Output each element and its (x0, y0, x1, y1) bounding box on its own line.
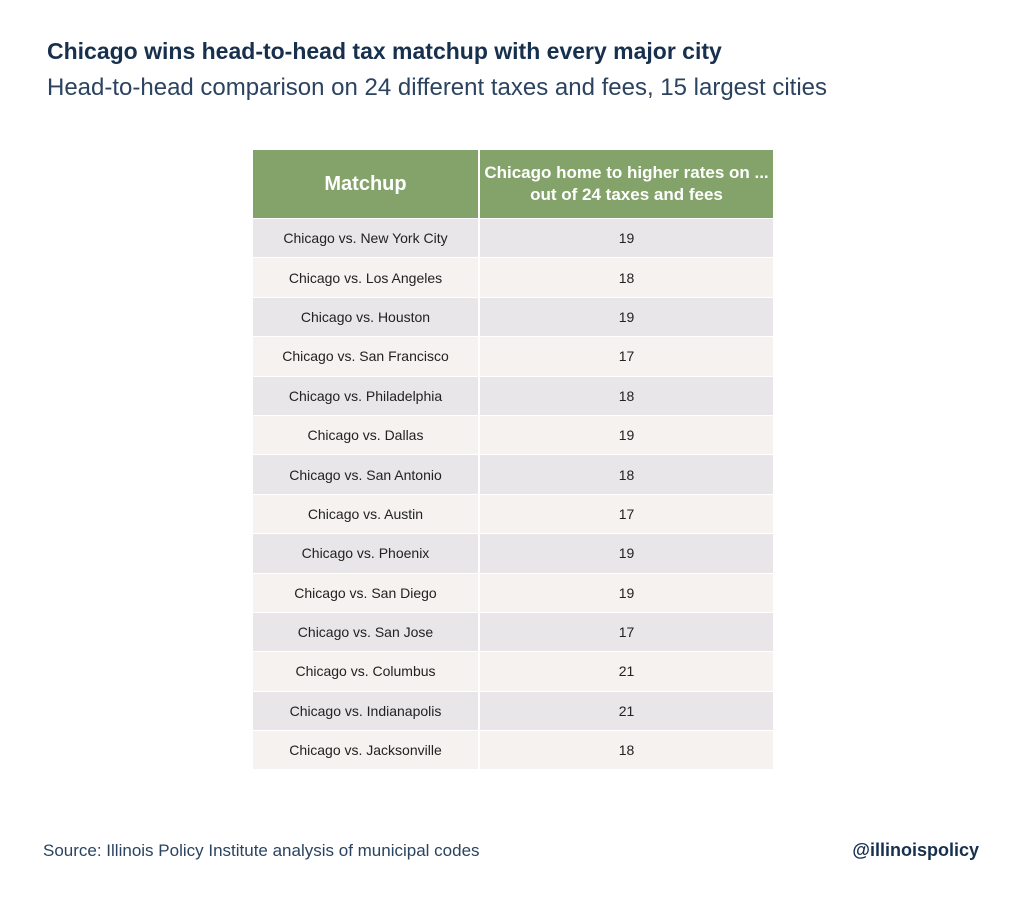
table-row: Chicago vs. Indianapolis 21 (253, 690, 773, 731)
cell-count: 18 (479, 257, 773, 298)
cell-count: 21 (479, 690, 773, 731)
table-row: Chicago vs. San Diego 19 (253, 572, 773, 613)
cell-count: 19 (479, 414, 773, 455)
cell-count: 17 (479, 611, 773, 652)
cell-matchup: Chicago vs. Jacksonville (253, 730, 480, 770)
cell-matchup: Chicago vs. Philadelphia (253, 375, 480, 416)
table-row: Chicago vs. Dallas 19 (253, 414, 773, 455)
cell-matchup: Chicago vs. San Diego (253, 572, 480, 613)
table-row: Chicago vs. Columbus 21 (253, 651, 773, 692)
chart-subtitle: Head-to-head comparison on 24 different … (47, 74, 828, 101)
table-row: Chicago vs. San Antonio 18 (253, 454, 773, 495)
table-body: Chicago vs. New York City 19 Chicago vs. L… (253, 217, 773, 770)
cell-count: 18 (479, 375, 773, 416)
matchup-table: Matchup Chicago home to higher rates on … (253, 150, 773, 770)
header-row: Matchup Chicago home to higher rates on … (253, 150, 773, 219)
cell-matchup: Chicago vs. Columbus (253, 651, 480, 692)
cell-matchup: Chicago vs. Austin (253, 493, 480, 534)
cell-count: 19 (479, 296, 773, 337)
column-header-matchup: Matchup (253, 150, 480, 219)
chart-title: Chicago wins head-to-head tax matchup wi… (47, 38, 722, 64)
cell-matchup: Chicago vs. Indianapolis (253, 690, 480, 731)
cell-count: 17 (479, 493, 773, 534)
table-row: Chicago vs. Austin 17 (253, 493, 773, 534)
cell-matchup: Chicago vs. New York City (253, 217, 480, 258)
cell-matchup: Chicago vs. Houston (253, 296, 480, 337)
cell-matchup: Chicago vs. Dallas (253, 414, 480, 455)
table-row: Chicago vs. Philadelphia 18 (253, 375, 773, 416)
cell-count: 19 (479, 572, 773, 613)
cell-matchup: Chicago vs. Phoenix (253, 533, 480, 574)
cell-count: 18 (479, 454, 773, 495)
table-row: Chicago vs. Los Angeles 18 (253, 257, 773, 298)
cell-matchup: Chicago vs. San Antonio (253, 454, 480, 495)
cell-count: 19 (479, 217, 773, 258)
column-header-count: Chicago home to higher rates on ... out … (479, 150, 773, 219)
table-row: Chicago vs. San Francisco 17 (253, 336, 773, 377)
table-row: Chicago vs. Houston 19 (253, 296, 773, 337)
cell-matchup: Chicago vs. San Francisco (253, 336, 480, 377)
table-row: Chicago vs. Phoenix 19 (253, 533, 773, 574)
table-row: Chicago vs. Jacksonville 18 (253, 730, 773, 770)
source-note: Source: Illinois Policy Institute analys… (43, 841, 480, 860)
table-row: Chicago vs. San Jose 17 (253, 611, 773, 652)
cell-count: 19 (479, 533, 773, 574)
cell-matchup: Chicago vs. San Jose (253, 611, 480, 652)
cell-count: 18 (479, 730, 773, 770)
table-row: Chicago vs. New York City 19 (253, 217, 773, 258)
cell-count: 17 (479, 336, 773, 377)
cell-matchup: Chicago vs. Los Angeles (253, 257, 480, 298)
social-handle: @illinoispolicy (852, 840, 979, 860)
cell-count: 21 (479, 651, 773, 692)
